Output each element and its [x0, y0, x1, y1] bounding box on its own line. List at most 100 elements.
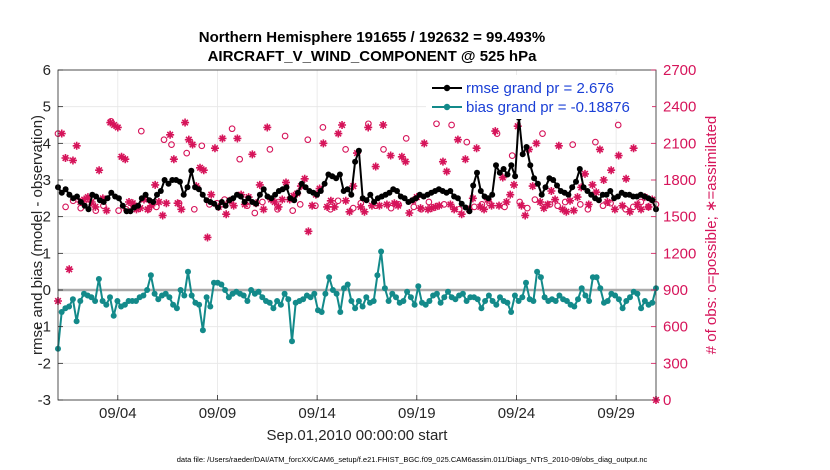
- obs-assimilated-point: [599, 176, 608, 184]
- y2-tick-label: 2400: [663, 99, 696, 116]
- obs-assimilated-point: [562, 207, 571, 216]
- obs-assimilated-point: [117, 152, 126, 161]
- obs-assimilated-point: [435, 201, 444, 210]
- bias-point: [649, 299, 656, 306]
- bias-point: [277, 301, 284, 308]
- obs-possible-point: [168, 141, 175, 148]
- obs-assimilated-point: [584, 200, 593, 209]
- bias-point: [58, 309, 65, 315]
- obs-assimilated-point: [498, 173, 507, 182]
- bias-point: [114, 298, 121, 304]
- bias-point: [556, 292, 563, 299]
- bias-point: [515, 298, 522, 304]
- rmse-point: [394, 188, 400, 194]
- obs-possible-point: [516, 198, 524, 206]
- rmse-point: [302, 184, 309, 191]
- obs-assimilated-point: [68, 156, 77, 165]
- obs-possible-point: [629, 203, 637, 211]
- obs-possible-point: [501, 203, 508, 211]
- bias-point: [333, 290, 340, 297]
- bias-point: [482, 298, 489, 304]
- bias-point: [463, 298, 470, 304]
- rmse-point: [355, 147, 362, 154]
- bias-point: [597, 285, 604, 292]
- rmse-point: [454, 195, 461, 202]
- obs-possible-point: [523, 204, 531, 212]
- y-tick-label: -1: [38, 319, 51, 336]
- obs-assimilated-point: [431, 202, 440, 211]
- bias-point: [612, 292, 619, 299]
- obs-assimilated-point: [61, 154, 70, 162]
- y2-tick-label: 2100: [663, 135, 696, 152]
- bias-point: [147, 272, 154, 279]
- plot-frame: [57, 69, 657, 401]
- obs-assimilated-point: [472, 144, 481, 153]
- rmse-point: [314, 191, 320, 198]
- obs-assimilated-point: [506, 190, 515, 199]
- obs-assimilated-point: [345, 207, 354, 216]
- obs-assimilated-point: [281, 178, 290, 187]
- obs-assimilated-point: [147, 201, 156, 210]
- rmse-point: [119, 202, 126, 209]
- obs-possible-point: [62, 203, 69, 211]
- x-tick-label: 09/14: [298, 405, 336, 422]
- rmse-point: [542, 184, 549, 191]
- obs-assimilated-point: [607, 166, 616, 175]
- obs-possible-point: [342, 146, 349, 153]
- y2-tick-label: 600: [663, 319, 688, 336]
- obs-possible-point: [493, 130, 501, 137]
- bias-point: [381, 285, 388, 292]
- rmse-point: [184, 184, 191, 191]
- bias-point: [619, 305, 626, 312]
- obs-possible-point: [645, 203, 652, 211]
- legend-rmse-label: rmse grand pr = 2.676: [466, 80, 614, 97]
- bias-point: [437, 299, 444, 306]
- footnote: data file: /Users/raeder/DAI/ATM_forcXX/…: [177, 455, 648, 464]
- bias-point: [121, 301, 128, 308]
- bias-point: [400, 298, 407, 304]
- x-tick-label: 09/04: [99, 405, 137, 422]
- obs-assimilated-point: [360, 207, 369, 216]
- bias-point: [92, 298, 99, 304]
- bias-point: [348, 298, 355, 304]
- rmse-point: [283, 184, 290, 191]
- rmse-point: [534, 180, 541, 187]
- rmse-point: [157, 188, 164, 194]
- obs-assimilated-point: [113, 123, 122, 132]
- rmse-point: [127, 208, 134, 215]
- obs-assimilated-point: [98, 194, 107, 203]
- y-tick-label: -3: [38, 392, 51, 409]
- legend: rmse grand pr = 2.676 bias grand pr = -0…: [426, 75, 652, 119]
- bias-point: [407, 294, 414, 301]
- rmse-point: [260, 186, 267, 193]
- obs-assimilated-point: [528, 182, 537, 191]
- obs-assimilated-point: [121, 155, 130, 164]
- obs-assimilated-point: [83, 193, 92, 202]
- bias-point: [322, 290, 329, 297]
- bias-point: [259, 294, 266, 301]
- y2-tick-label: 1200: [663, 245, 696, 262]
- bias-point: [534, 268, 541, 275]
- bias-point: [225, 294, 232, 301]
- obs-assimilated-point: [382, 200, 391, 209]
- obs-assimilated-point: [536, 198, 545, 206]
- bias-point: [300, 296, 307, 303]
- obs-assimilated-point: [289, 191, 298, 200]
- bias-point: [511, 292, 518, 299]
- bias-point: [144, 287, 151, 293]
- bias-point: [552, 298, 559, 304]
- rmse-point: [161, 177, 168, 183]
- rmse-point: [336, 171, 343, 178]
- rmse-point: [519, 151, 526, 158]
- rmse-point: [237, 193, 244, 200]
- rmse-point: [93, 193, 100, 200]
- obs-assimilated-point: [87, 198, 96, 206]
- obs-possible-point: [637, 198, 645, 206]
- y2-tick-label: 2700: [663, 62, 696, 79]
- obs-assimilated-point: [450, 205, 459, 214]
- bias-point: [270, 305, 277, 312]
- obs-assimilated-point: [614, 151, 623, 160]
- obs-possible-point: [433, 120, 440, 128]
- obs-assimilated-point: [569, 206, 578, 215]
- obs-possible-point: [365, 120, 372, 128]
